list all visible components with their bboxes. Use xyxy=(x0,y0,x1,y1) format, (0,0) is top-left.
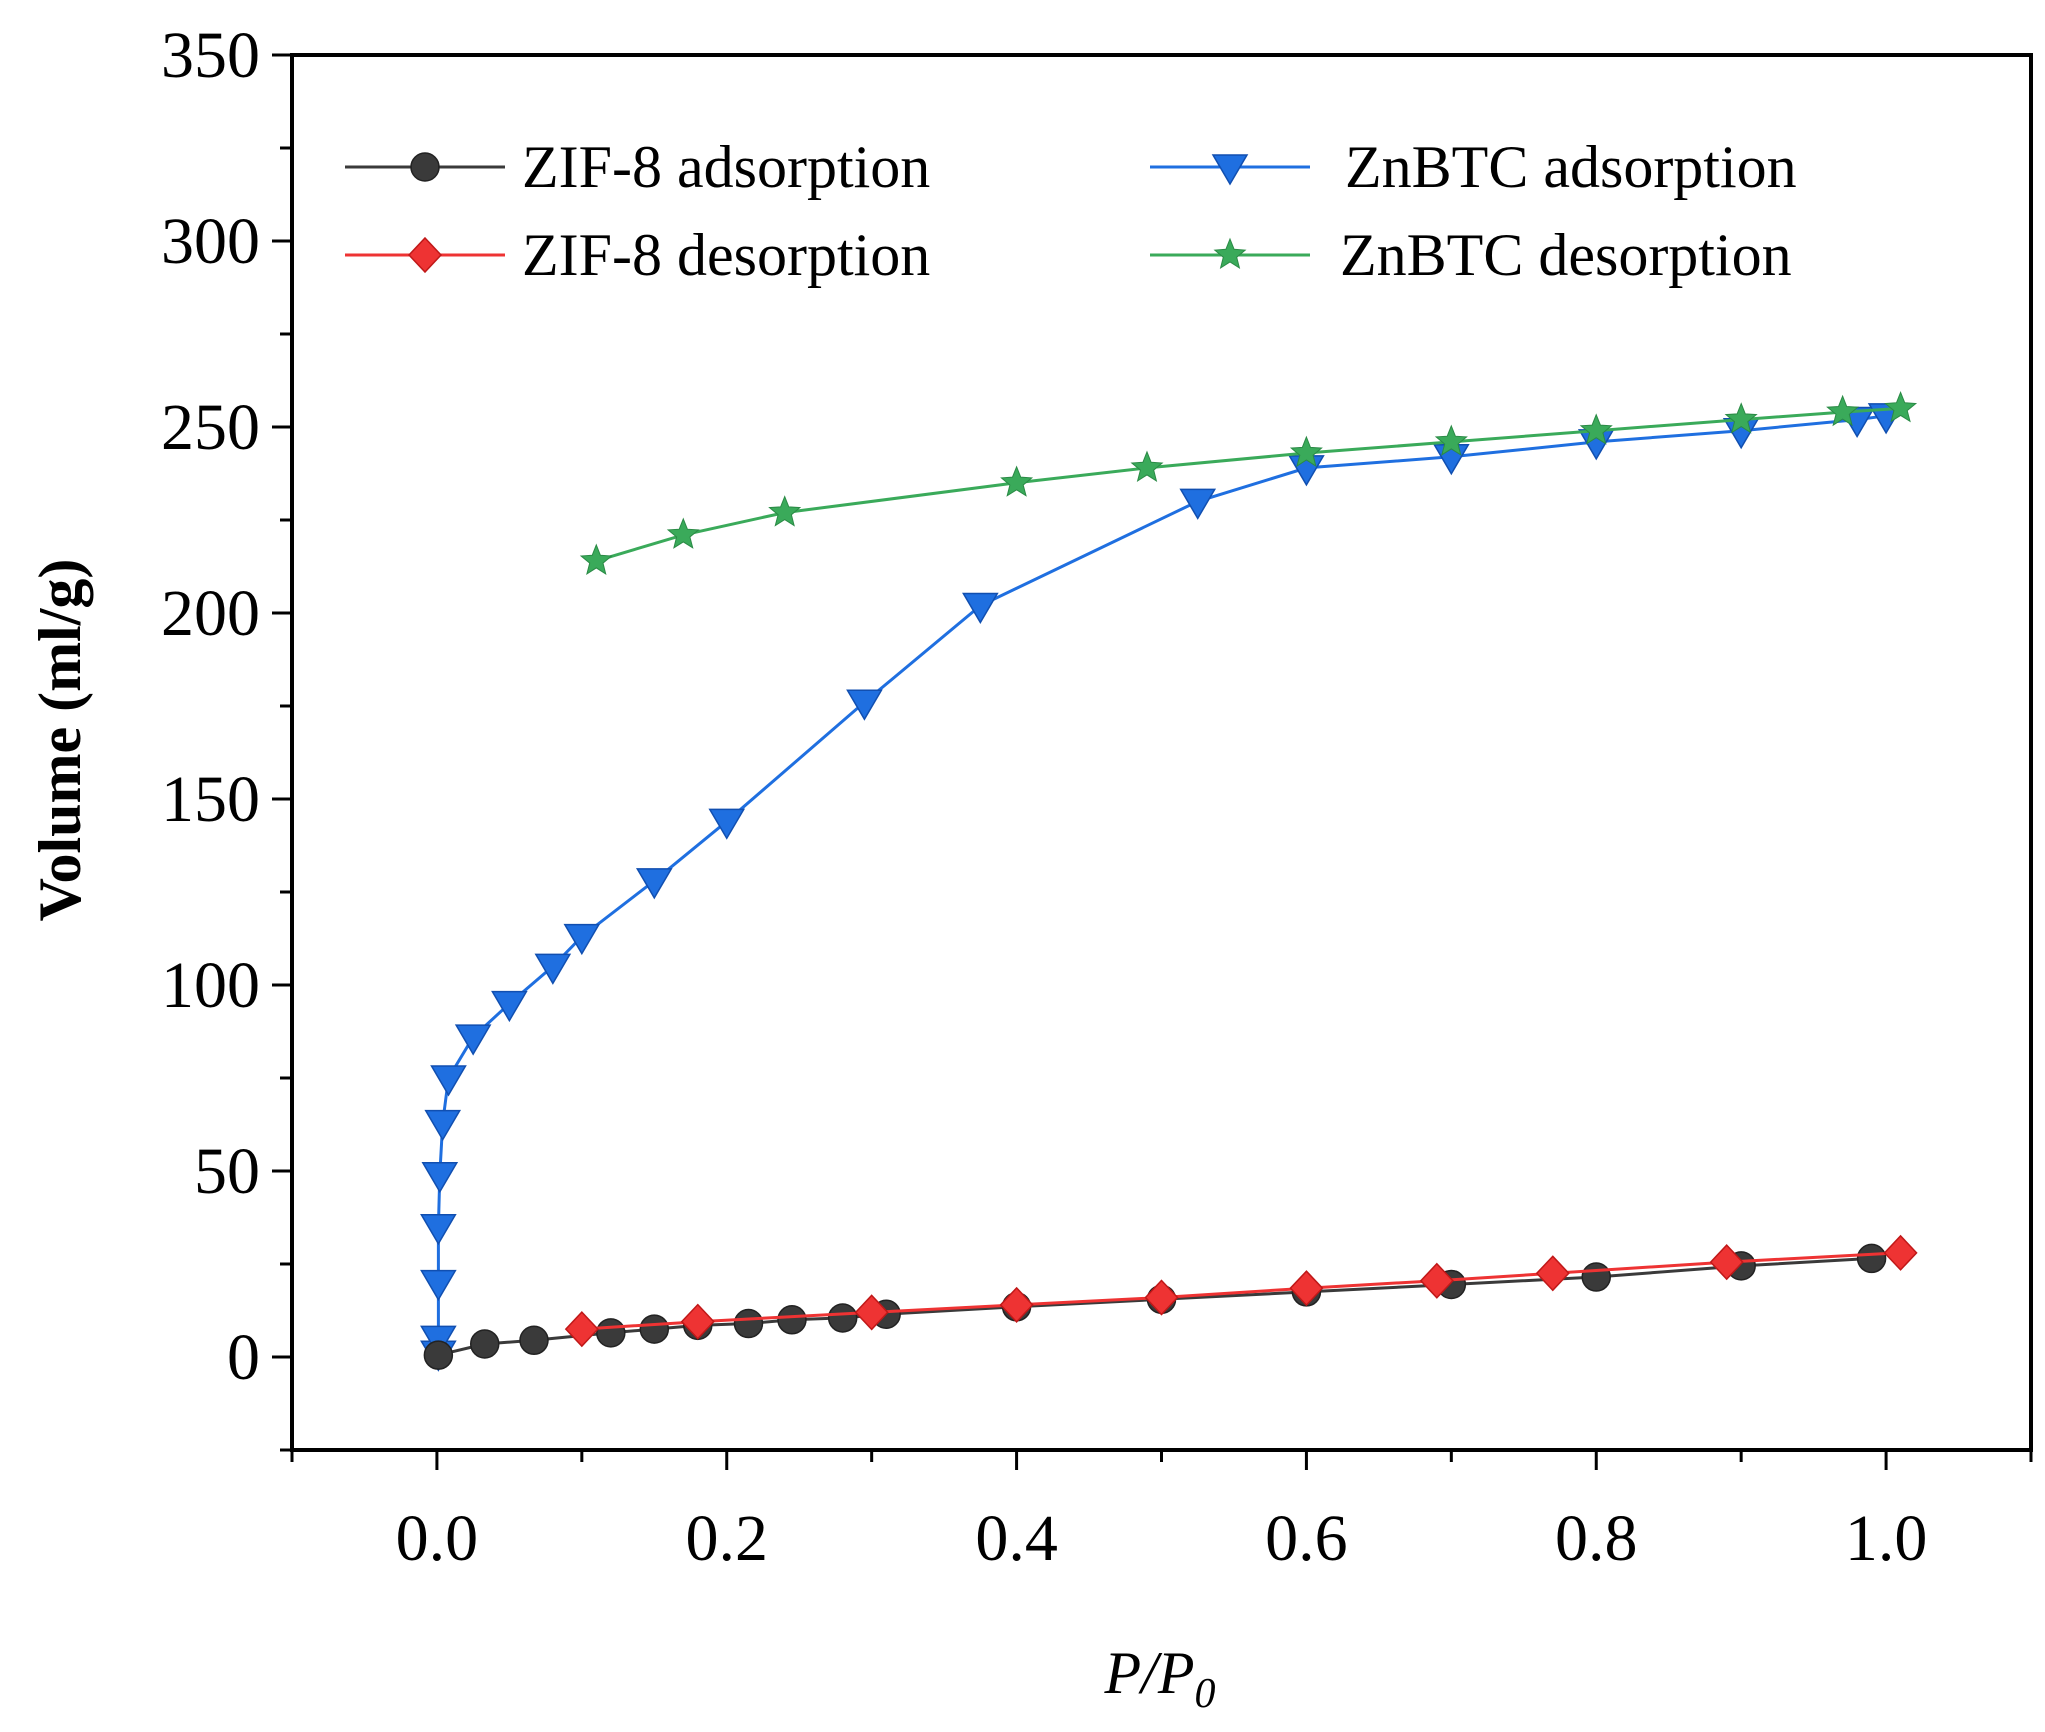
plot-area xyxy=(290,53,2033,1452)
y-tick-label: 150 xyxy=(161,763,260,836)
legend-marker xyxy=(407,236,443,274)
data-point xyxy=(854,1294,889,1331)
data-point xyxy=(423,1340,454,1370)
legend-marker xyxy=(410,152,440,182)
data-point xyxy=(534,953,572,985)
y-axis-title: Volume (ml/g) xyxy=(27,559,93,922)
data-point xyxy=(424,1109,462,1142)
y-tick-label: 50 xyxy=(194,1135,260,1208)
x-tick-label: 0.8 xyxy=(1555,1502,1638,1575)
y-tick-label: 300 xyxy=(161,205,260,278)
data-point xyxy=(680,1303,715,1340)
series-line xyxy=(436,414,1887,1354)
legend: ZIF-8 adsorption ZIF-8 desorption ZnBTC ad… xyxy=(345,134,1797,288)
data-point xyxy=(1419,1262,1454,1299)
data-point xyxy=(962,592,999,625)
legend-item-zif-8-desorption: ZIF-8 desorption xyxy=(345,222,930,288)
legend-marker xyxy=(1211,154,1249,186)
data-point xyxy=(469,1329,500,1359)
y-tick-label: 100 xyxy=(161,949,260,1022)
data-point xyxy=(1434,424,1468,456)
legend-item-znbtc-desorption: ZnBTC desorption xyxy=(1150,222,1792,288)
y-tick-label: 200 xyxy=(161,577,260,650)
data-point xyxy=(1581,1262,1611,1292)
legend-label: ZIF-8 adsorption xyxy=(522,134,930,200)
data-point xyxy=(1289,435,1323,468)
data-point xyxy=(1535,1255,1570,1292)
data-point xyxy=(733,1308,764,1339)
data-point xyxy=(491,990,528,1023)
data-point xyxy=(999,1286,1034,1324)
y-tick-label: 350 xyxy=(161,19,260,92)
data-point xyxy=(1724,402,1758,434)
x-tick-label: 1.0 xyxy=(1845,1502,1928,1575)
data-point xyxy=(1709,1244,1744,1281)
data-point xyxy=(1130,450,1164,483)
x-axis-title: P/P0 xyxy=(1104,1640,1216,1717)
data-point xyxy=(635,868,673,900)
series-zif-8-desorption xyxy=(564,1234,1918,1348)
x-tick-label: 0.6 xyxy=(1265,1502,1348,1575)
x-axis-title-subscript: 0 xyxy=(1194,1671,1215,1717)
legend-label: ZnBTC adsorption xyxy=(1345,134,1797,200)
legend-label: ZnBTC desorption xyxy=(1340,222,1792,288)
data-point xyxy=(1579,413,1613,445)
x-axis-ticks: 0.0 0.2 0.4 0.6 0.8 1.0 xyxy=(290,1450,2033,1575)
data-point xyxy=(1289,1270,1324,1307)
series-znbtc-desorption xyxy=(579,391,1918,576)
data-point xyxy=(563,923,601,956)
data-point xyxy=(430,1065,467,1097)
legend-label: ZIF-8 desorption xyxy=(522,222,930,288)
y-tick-label: 250 xyxy=(161,391,260,464)
legend-marker xyxy=(1213,237,1247,269)
data-point xyxy=(1000,465,1034,497)
data-point xyxy=(846,689,883,721)
x-tick-label: 0.4 xyxy=(975,1502,1058,1575)
data-point xyxy=(519,1325,549,1356)
legend-item-znbtc-adsorption: ZnBTC adsorption xyxy=(1150,134,1797,200)
data-point xyxy=(1179,488,1217,520)
data-point xyxy=(420,1269,457,1302)
data-point xyxy=(639,1314,670,1344)
y-axis-ticks: 0 50 100 150 200 250 300 350 xyxy=(161,19,292,1452)
data-point xyxy=(420,1214,457,1246)
data-point xyxy=(564,1311,599,1348)
series-line xyxy=(581,1251,1901,1331)
data-point xyxy=(421,1161,459,1194)
data-point xyxy=(1884,391,1918,423)
data-point xyxy=(768,495,802,527)
data-point xyxy=(666,517,700,549)
y-tick-label: 0 xyxy=(227,1321,260,1394)
x-axis-title-main: P/P xyxy=(1104,1640,1195,1706)
data-point xyxy=(579,543,613,576)
x-tick-label: 0.0 xyxy=(396,1502,479,1575)
data-point xyxy=(596,1318,626,1348)
legend-item-zif-8-adsorption: ZIF-8 adsorption xyxy=(345,134,930,200)
data-point xyxy=(827,1303,858,1333)
data-point xyxy=(1856,1243,1887,1274)
x-tick-label: 0.2 xyxy=(686,1502,769,1575)
data-point xyxy=(1144,1279,1179,1316)
data-point xyxy=(1826,394,1860,427)
data-point xyxy=(454,1024,492,1056)
series-layer xyxy=(420,391,1918,1372)
data-point xyxy=(708,808,746,840)
data-point xyxy=(1883,1234,1918,1271)
data-point xyxy=(777,1305,807,1335)
